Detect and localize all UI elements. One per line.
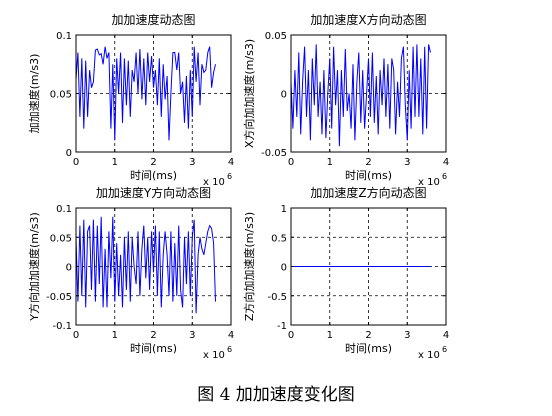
y-tick-label: 0.05 [50, 233, 72, 244]
y-tick-label: 0 [66, 148, 72, 159]
y-tick-label: -0.1 [52, 321, 72, 332]
y-axis-label: X方向加加速度(m/s3) [242, 39, 256, 148]
x-axis-label: 时间(ms) [345, 342, 392, 355]
x-tick-label: 3 [404, 157, 410, 168]
x-tick-label: 0 [73, 157, 79, 168]
y-tick-label: 0 [281, 263, 287, 274]
y-tick-label: 0 [66, 263, 72, 274]
y-axis-label: 加加速度(m/s3) [27, 54, 41, 134]
x-tick-label: 4 [443, 330, 449, 341]
x-exponent-label: x 10 [418, 350, 440, 361]
y-tick-label: 0.05 [50, 90, 72, 101]
y-tick-label: 0.5 [271, 233, 287, 244]
x-tick-label: 3 [189, 330, 195, 341]
series-line-1 [75, 216, 216, 314]
y-tick-label: 0.05 [265, 31, 287, 42]
y-axis-label: Y方向加加速度(m/s3) [27, 212, 41, 321]
x-axis-label: 时间(ms) [345, 169, 392, 182]
x-tick-label: 0 [288, 157, 294, 168]
x-tick-label: 0 [73, 330, 79, 341]
x-tick-label: 3 [189, 157, 195, 168]
x-tick-label: 2 [150, 330, 156, 341]
figure-caption: 图 4 加加速度变化图 [197, 385, 355, 405]
y-tick-label: 1 [281, 204, 287, 215]
x-tick-label: 0 [288, 330, 294, 341]
x-exponent-power: 6 [227, 345, 232, 354]
chart-title: 加加速度动态图 [111, 12, 195, 27]
x-exponent-power: 6 [227, 172, 232, 181]
y-tick-label: -0.05 [261, 148, 287, 159]
x-exponent-label: x 10 [418, 177, 440, 188]
chart-title: 加加速度Y方向动态图 [96, 185, 211, 200]
x-exponent-power: 6 [442, 345, 447, 354]
series-line-1 [75, 46, 216, 141]
x-exponent-power: 6 [442, 172, 447, 181]
x-tick-label: 1 [112, 157, 118, 168]
y-tick-label: 0.1 [56, 31, 72, 42]
x-tick-label: 2 [150, 157, 156, 168]
x-axis-label: 时间(ms) [130, 342, 177, 355]
y-tick-label: -0.05 [46, 292, 72, 303]
chart-title: 加加速度X方向动态图 [310, 12, 426, 27]
chart-title: 加加速度Z方向动态图 [310, 185, 426, 200]
x-tick-label: 2 [365, 330, 371, 341]
x-tick-label: 2 [365, 157, 371, 168]
x-tick-label: 1 [112, 330, 118, 341]
y-tick-label: -1 [277, 321, 287, 332]
series-line-1 [290, 44, 431, 147]
x-tick-label: 4 [228, 157, 234, 168]
x-exponent-label: x 10 [203, 177, 225, 188]
y-tick-label: 0.1 [56, 204, 72, 215]
y-tick-label: -0.5 [267, 292, 287, 303]
x-tick-label: 1 [327, 330, 333, 341]
x-tick-label: 3 [404, 330, 410, 341]
x-exponent-label: x 10 [203, 350, 225, 361]
x-tick-label: 4 [228, 330, 234, 341]
x-tick-label: 4 [443, 157, 449, 168]
y-tick-label: 0 [281, 90, 287, 101]
x-axis-label: 时间(ms) [130, 169, 177, 182]
x-tick-label: 1 [327, 157, 333, 168]
y-axis-label: Z方向加加速度(m/s3) [242, 212, 256, 321]
